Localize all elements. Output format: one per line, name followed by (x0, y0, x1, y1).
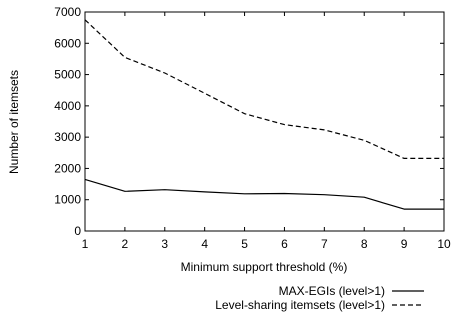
y-axis-ticks: 0 1000 2000 3000 4000 5000 6000 7000 (54, 5, 444, 238)
x-axis-label: Minimum support threshold (%) (181, 260, 348, 274)
plot-frame (84, 11, 445, 232)
series-line-max-egis (84, 178, 444, 210)
x-tick-label: 7 (321, 237, 328, 251)
y-tick-label: 1000 (54, 193, 81, 207)
x-tick-label: 5 (241, 237, 248, 251)
y-tick-label: 6000 (54, 36, 81, 50)
x-tick-label: 2 (122, 237, 129, 251)
y-tick-label: 5000 (54, 68, 81, 82)
x-tick-label: 9 (401, 237, 408, 251)
y-tick-label: 3000 (54, 130, 81, 144)
x-tick-label: 3 (161, 237, 168, 251)
y-tick-label: 0 (74, 224, 81, 238)
y-tick-label: 2000 (54, 161, 81, 175)
x-tick-label: 10 (437, 237, 451, 251)
x-tick-label: 8 (361, 237, 368, 251)
series-line-level-sharing (84, 19, 444, 159)
x-axis-ticks: 1 2 3 4 5 6 7 8 9 10 (82, 12, 451, 251)
y-tick-label: 7000 (54, 5, 81, 19)
legend-label-max-egis: MAX-EGIs (level>1) (279, 284, 385, 298)
y-axis-label: Number of itemsets (7, 70, 21, 174)
x-tick-label: 4 (201, 237, 208, 251)
legend-label-level-sharing: Level-sharing itemsets (level>1) (215, 298, 385, 312)
x-tick-label: 6 (281, 237, 288, 251)
x-tick-label: 1 (82, 237, 89, 251)
y-tick-label: 4000 (54, 99, 81, 113)
series-layer (84, 19, 444, 210)
legend: MAX-EGIs (level>1) Level-sharing itemset… (215, 284, 424, 312)
